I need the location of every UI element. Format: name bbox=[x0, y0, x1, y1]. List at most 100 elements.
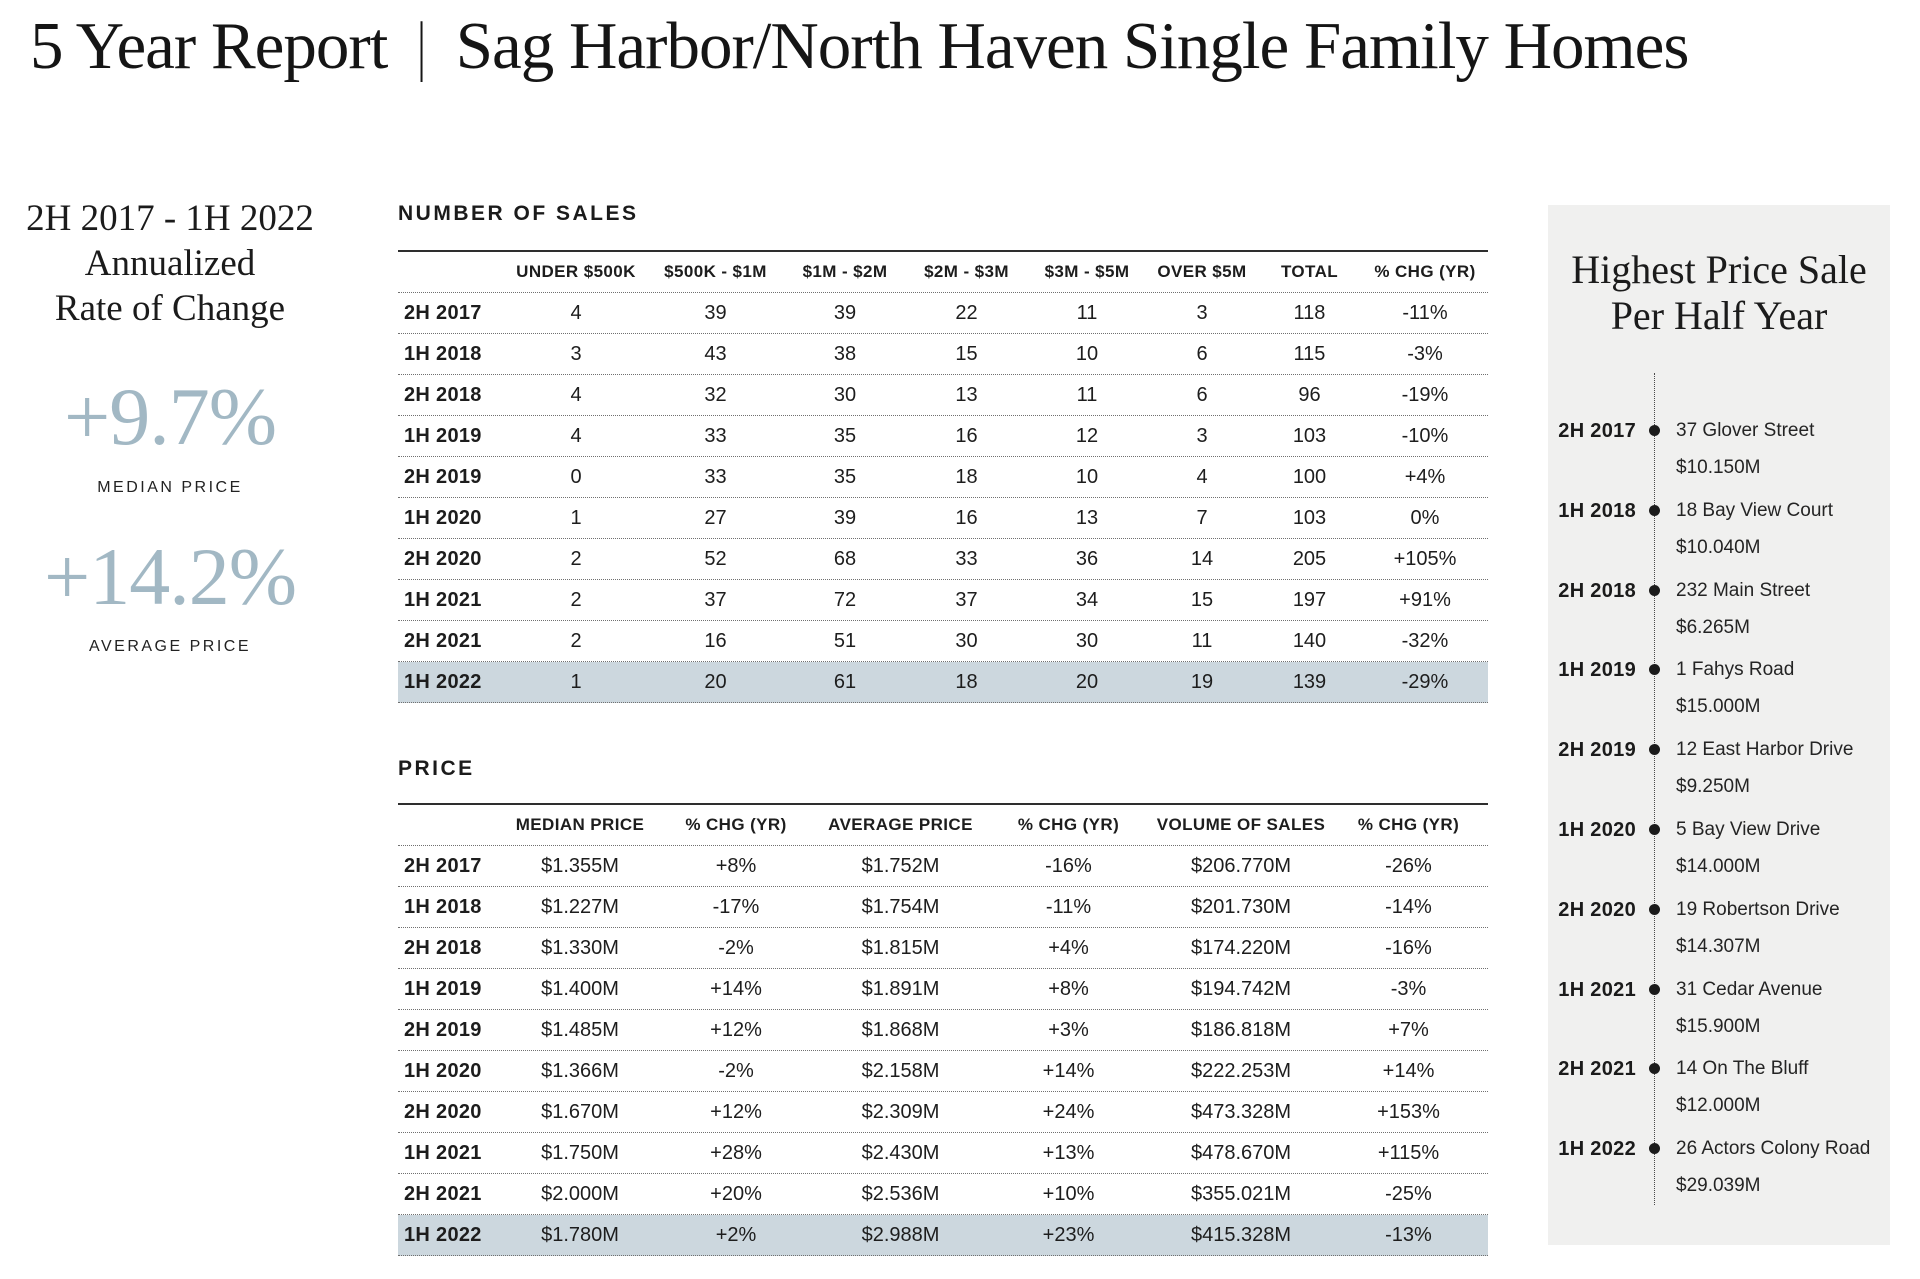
cell-value: 14 bbox=[1190, 547, 1214, 570]
timeline-entry: 2H 2018 232 Main Street $6.265M bbox=[1548, 572, 1890, 648]
cell-value: +7% bbox=[1388, 1018, 1429, 1041]
timeline-period: 1H 2021 bbox=[1558, 979, 1636, 1001]
cell-value: $1.868M bbox=[861, 1018, 940, 1041]
cell-value: +23% bbox=[1042, 1223, 1095, 1246]
row-label: 1H 2020 bbox=[404, 506, 482, 529]
cell-value: +13% bbox=[1042, 1141, 1095, 1164]
cell-value: -11% bbox=[1402, 301, 1448, 324]
column-header: $500K - $1M bbox=[664, 262, 767, 281]
cell-value: +153% bbox=[1377, 1100, 1440, 1123]
cell-value: -17% bbox=[712, 895, 760, 918]
row-label: 1H 2022 bbox=[404, 1223, 482, 1246]
cell-value: 140 bbox=[1292, 629, 1327, 652]
timeline-period: 1H 2018 bbox=[1558, 500, 1636, 522]
table-header-row: MEDIAN PRICE % CHG (YR) AVERAGE PRICE % CHG… bbox=[398, 803, 1488, 846]
cell-value: 100 bbox=[1292, 465, 1327, 488]
cell-value: 139 bbox=[1292, 670, 1327, 693]
cell-value: -3% bbox=[1390, 977, 1427, 1000]
timeline-address: 26 Actors Colony Road bbox=[1676, 1138, 1871, 1159]
table-row: 2H 2019 0 33 35 18 10 4 100 +4% bbox=[398, 457, 1488, 498]
column-header: % CHG (YR) bbox=[1017, 815, 1120, 834]
table-row: 2H 2018 4 32 30 13 11 6 96 -19% bbox=[398, 375, 1488, 416]
cell-value: 32 bbox=[704, 383, 727, 406]
cell-value: 115 bbox=[1293, 342, 1326, 365]
cell-value: 1 bbox=[570, 670, 582, 693]
cell-value: 11 bbox=[1191, 629, 1213, 652]
title-separator: | bbox=[417, 9, 426, 83]
table-row: 1H 2022 1 20 61 18 20 19 139 -29% bbox=[398, 662, 1488, 703]
timeline-text: 14 On The Bluff $12.000M bbox=[1676, 1050, 1881, 1124]
cell-value: 51 bbox=[833, 629, 857, 652]
table-row: 1H 2019 4 33 35 16 12 3 103 -10% bbox=[398, 416, 1488, 457]
timeline-address: 37 Glover Street bbox=[1676, 420, 1815, 441]
timeline-address: 19 Robertson Drive bbox=[1676, 899, 1840, 920]
timeline-dot-icon bbox=[1649, 984, 1660, 995]
cell-value: -13% bbox=[1385, 1223, 1432, 1246]
row-label: 2H 2017 bbox=[404, 854, 482, 877]
cell-value: 33 bbox=[704, 424, 727, 447]
cell-value: $222.253M bbox=[1190, 1059, 1292, 1082]
cell-value: 2 bbox=[570, 547, 582, 570]
row-label: 2H 2020 bbox=[404, 547, 482, 570]
timeline-text: 5 Bay View Drive $14.000M bbox=[1676, 811, 1881, 885]
cell-value: 3 bbox=[570, 342, 582, 365]
table-row: 2H 2019 $1.485M +12% $1.868M +3% $186.818M +7% bbox=[398, 1010, 1488, 1051]
cell-value: $415.328M bbox=[1190, 1223, 1292, 1246]
table-row: 1H 2018 $1.227M -17% $1.754M -11% $201.730M -1… bbox=[398, 887, 1488, 928]
timeline-price: $15.900M bbox=[1676, 1016, 1761, 1037]
cell-value: +91% bbox=[1399, 588, 1451, 611]
cell-value: +8% bbox=[1048, 977, 1089, 1000]
row-label: 1H 2022 bbox=[404, 670, 482, 693]
cell-value: +8% bbox=[715, 854, 757, 877]
cell-value: $1.815M bbox=[861, 936, 940, 959]
timeline-dot-icon bbox=[1649, 585, 1660, 596]
timeline-text: 19 Robertson Drive $14.307M bbox=[1676, 891, 1881, 965]
table-row: 2H 2021 $2.000M +20% $2.536M +10% $355.021M -2… bbox=[398, 1174, 1488, 1215]
cell-value: -19% bbox=[1401, 383, 1449, 406]
cell-value: 52 bbox=[704, 547, 727, 570]
cell-value: 7 bbox=[1196, 506, 1208, 529]
row-label: 2H 2019 bbox=[404, 465, 482, 488]
cell-value: 103 bbox=[1292, 424, 1327, 447]
cell-value: $1.227M bbox=[541, 895, 619, 918]
row-label: 2H 2020 bbox=[404, 1100, 482, 1123]
cell-value: 27 bbox=[704, 506, 727, 529]
timeline-period: 2H 2020 bbox=[1558, 899, 1636, 921]
cell-value: +12% bbox=[710, 1100, 762, 1123]
cell-value: 2 bbox=[570, 629, 582, 652]
timeline-text: 12 East Harbor Drive $9.250M bbox=[1676, 731, 1881, 805]
cell-value: 39 bbox=[704, 301, 727, 324]
timeline-entry: 2H 2021 14 On The Bluff $12.000M bbox=[1548, 1050, 1890, 1126]
table-row: 1H 2020 $1.366M -2% $2.158M +14% $222.253M +14… bbox=[398, 1051, 1488, 1092]
cell-value: 0 bbox=[570, 465, 582, 488]
timeline-price: $10.150M bbox=[1676, 457, 1761, 478]
cell-value: $2.536M bbox=[861, 1182, 940, 1205]
row-label: 2H 2018 bbox=[404, 936, 482, 959]
cell-value: $2.430M bbox=[861, 1141, 940, 1164]
table-row: 1H 2021 $1.750M +28% $2.430M +13% $478.670M +1… bbox=[398, 1133, 1488, 1174]
cell-value: 4 bbox=[570, 301, 582, 324]
cell-value: $1.750M bbox=[541, 1141, 619, 1164]
table-row: 2H 2020 $1.670M +12% $2.309M +24% $473.328M +1… bbox=[398, 1092, 1488, 1133]
column-header: $1M - $2M bbox=[802, 262, 888, 281]
average-price-change-value: +14.2% bbox=[43, 531, 297, 622]
cell-value: 10 bbox=[1075, 342, 1099, 365]
summary-heading-line: Rate of Change bbox=[54, 288, 286, 329]
timeline-dot-icon bbox=[1649, 904, 1660, 915]
timeline-period: 1H 2022 bbox=[1558, 1138, 1636, 1160]
cell-value: 11 bbox=[1076, 383, 1098, 406]
timeline-text: 31 Cedar Avenue $15.900M bbox=[1676, 971, 1881, 1045]
cell-value: $174.220M bbox=[1190, 936, 1292, 959]
summary-heading: 2H 2017 - 1H 2022 Annualized Rate of Cha… bbox=[10, 196, 330, 331]
cell-value: $201.730M bbox=[1190, 895, 1292, 918]
cell-value: -14% bbox=[1385, 895, 1432, 918]
column-header: TOTAL bbox=[1280, 262, 1339, 281]
cell-value: $194.742M bbox=[1190, 977, 1292, 1000]
table-row: 2H 2018 $1.330M -2% $1.815M +4% $174.220M -16% bbox=[398, 928, 1488, 969]
panel-title-line: Per Half Year bbox=[1610, 293, 1828, 338]
timeline-period: 2H 2017 bbox=[1558, 420, 1636, 442]
price-table-title: PRICE bbox=[398, 757, 475, 780]
timeline-text: 18 Bay View Court $10.040M bbox=[1676, 492, 1881, 566]
cell-value: $1.752M bbox=[861, 854, 940, 877]
cell-value: 35 bbox=[833, 465, 857, 488]
